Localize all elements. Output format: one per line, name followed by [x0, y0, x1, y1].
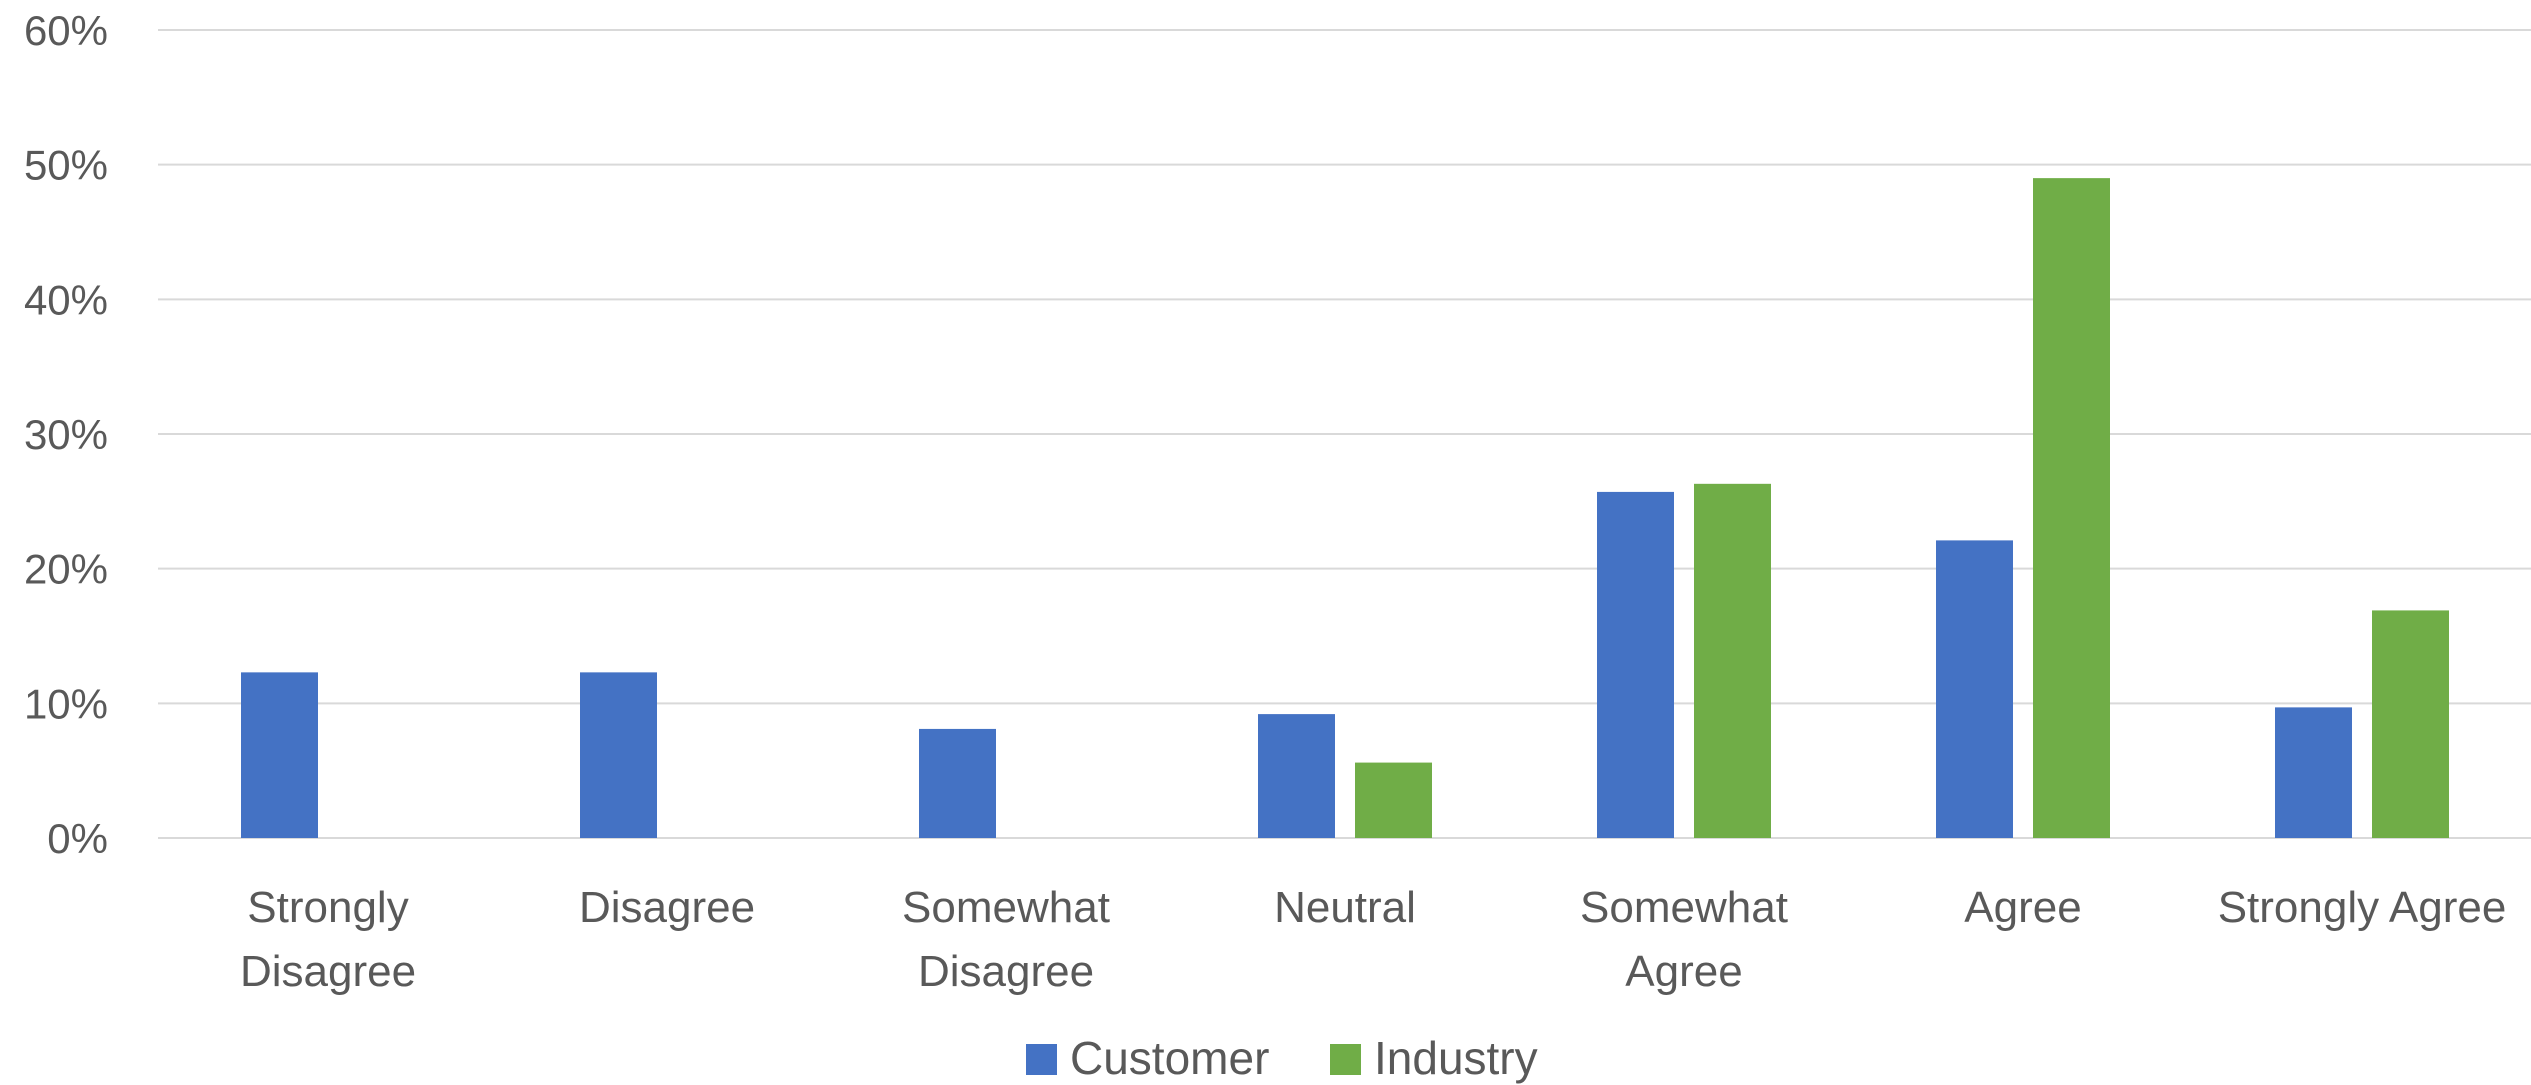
y-tick-label: 10%	[24, 680, 108, 727]
y-tick-label: 60%	[24, 7, 108, 54]
x-category-label: Somewhat Agree	[1580, 883, 1788, 996]
y-tick-label: 50%	[24, 142, 108, 189]
legend: Customer Industry	[1026, 1032, 1538, 1084]
y-axis-tick-labels: 0% 10% 20% 30% 40% 50% 60%	[24, 7, 108, 862]
bars	[241, 178, 2449, 839]
legend-label-industry: Industry	[1374, 1032, 1538, 1084]
legend-label-customer: Customer	[1070, 1032, 1269, 1084]
bar-industry-4	[1694, 483, 1771, 838]
x-category-label: Agree	[1964, 883, 2081, 932]
y-tick-label: 40%	[24, 276, 108, 323]
x-category-label: Strongly Agree	[2218, 883, 2507, 932]
y-tick-label: 30%	[24, 411, 108, 458]
x-category-label: Strongly Disagree	[240, 883, 416, 996]
bar-industry-6	[2372, 610, 2449, 838]
x-axis-category-labels: Strongly Disagree Disagree Somewhat Disagree…	[240, 883, 2506, 996]
x-category-label: Neutral	[1274, 883, 1416, 932]
bar-industry-5	[2033, 178, 2110, 839]
bar-customer-5	[1936, 540, 2013, 838]
bar-customer-6	[2275, 707, 2352, 838]
y-tick-label: 0%	[47, 815, 108, 862]
legend-swatch-industry	[1330, 1044, 1361, 1075]
gridlines	[158, 29, 2531, 839]
x-category-label: Somewhat Disagree	[902, 883, 1110, 996]
bar-customer-3	[1258, 714, 1335, 838]
legend-swatch-customer	[1026, 1044, 1057, 1075]
y-tick-label: 20%	[24, 546, 108, 593]
x-category-label: Disagree	[579, 883, 755, 932]
bar-customer-0	[241, 672, 318, 838]
bar-industry-3	[1355, 762, 1432, 838]
bar-customer-1	[580, 672, 657, 838]
bar-customer-4	[1597, 491, 1674, 838]
bar-customer-2	[919, 728, 996, 838]
